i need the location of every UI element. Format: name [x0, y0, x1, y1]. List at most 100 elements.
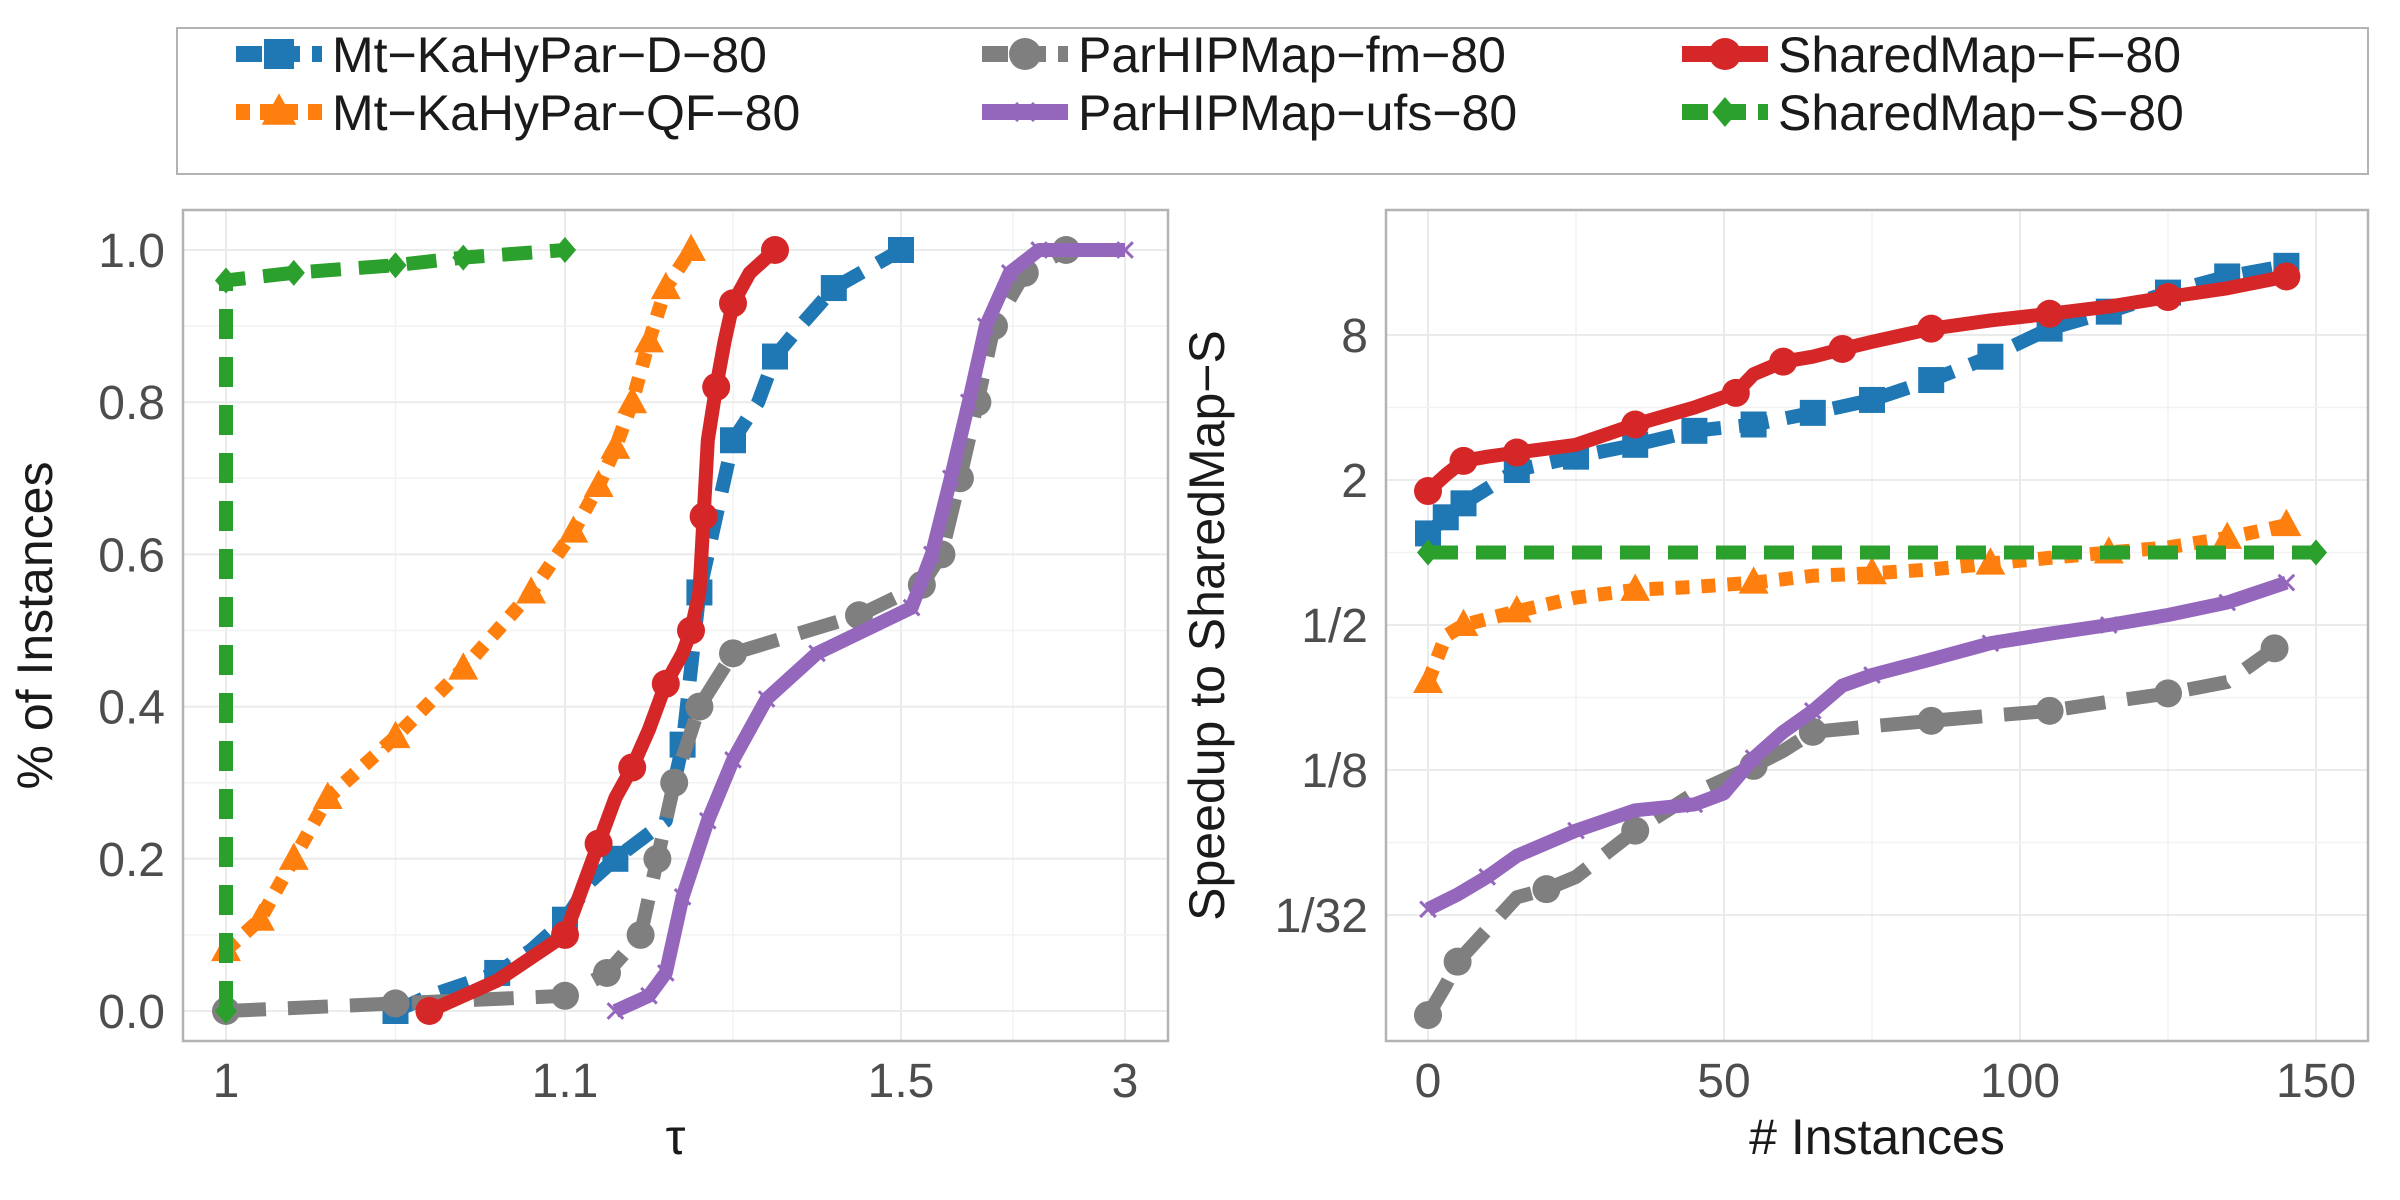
data-point [2154, 283, 2182, 312]
data-point [593, 958, 621, 987]
data-point [617, 385, 648, 414]
series-line [612, 243, 1125, 1018]
data-point [1567, 821, 1585, 840]
data-point [2260, 634, 2289, 663]
data-point [583, 469, 614, 497]
data-point [959, 393, 978, 412]
data-point [312, 781, 343, 809]
legend-label: Mt−KaHyPar−QF−80 [332, 85, 801, 141]
legend-marker-triangle [261, 93, 297, 125]
data-point [1803, 702, 1822, 720]
data-point [1738, 566, 1769, 594]
data-point [1449, 446, 1478, 475]
data-point [380, 720, 411, 749]
data-point [278, 842, 309, 870]
series-line [1424, 575, 2289, 916]
legend: Mt−KaHyPar−D−80 Mt−KaHyPar−QF−80 ParHIPMap… [176, 27, 2369, 175]
legend-label: ParHIPMap−ufs−80 [1078, 85, 1518, 141]
series-group [211, 233, 1134, 1025]
data-point [1532, 875, 1561, 904]
data-point [762, 343, 788, 370]
data-point [558, 515, 589, 543]
chart-panel-2: 0 50 100 150 1/32 1/8 1/2 2 8 # Instances Speedup … [1179, 208, 2370, 1165]
data-point [685, 692, 714, 721]
plot-border [1384, 208, 2370, 1043]
data-point [452, 244, 475, 271]
data-point [677, 616, 705, 645]
data-point [1828, 334, 1857, 363]
plot-border [181, 208, 1170, 1043]
data-point [551, 981, 579, 1010]
series-group [1413, 252, 2328, 1030]
data-point [720, 427, 746, 454]
data-point [673, 887, 692, 906]
y-tick-label: 1/32 [1275, 890, 1368, 943]
data-point [1416, 539, 1440, 566]
data-point [1116, 241, 1134, 259]
legend-marker-circle [1009, 38, 1041, 70]
legend-marker-circle [1709, 38, 1741, 70]
data-point [719, 639, 747, 668]
data-point [1414, 477, 1442, 506]
data-point [1857, 557, 1887, 585]
x-tick-label: 100 [1980, 1055, 2060, 1108]
data-point [702, 372, 731, 401]
data-point [618, 753, 647, 782]
data-point [698, 811, 717, 830]
data-point [553, 237, 577, 263]
data-point [1798, 717, 1827, 746]
data-point [1977, 343, 2004, 370]
data-point [214, 267, 238, 294]
x-tick-label: 3 [1112, 1055, 1139, 1108]
data-point [1721, 378, 1750, 407]
data-point [1448, 608, 1479, 637]
data-point [2212, 521, 2243, 549]
x-axis-title: τ [666, 1109, 686, 1165]
data-point [643, 844, 672, 873]
data-point [1799, 399, 1826, 426]
data-point [820, 275, 847, 302]
gridlines [1386, 210, 2368, 1041]
data-point [606, 1002, 625, 1020]
data-point [384, 252, 407, 279]
data-point [761, 236, 789, 264]
data-point [888, 237, 914, 263]
data-point [719, 289, 747, 318]
data-point [689, 502, 718, 531]
data-point [381, 989, 410, 1018]
series-line [1421, 642, 2279, 1019]
data-point [2035, 696, 2064, 725]
data-point [626, 920, 655, 949]
y-tick-label: 0.8 [98, 377, 165, 430]
data-point [640, 986, 658, 1005]
data-point [448, 652, 479, 680]
data-point [282, 259, 305, 286]
legend-label: ParHIPMap−fm−80 [1078, 27, 1506, 83]
data-point [2304, 539, 2328, 566]
y-tick-label: 0.0 [98, 986, 165, 1039]
legend-label: SharedMap−F−80 [1778, 27, 2182, 83]
data-point [214, 998, 238, 1024]
data-point [2154, 679, 2182, 708]
data-point [2099, 616, 2118, 634]
legend-swatch [236, 93, 322, 125]
data-point [651, 669, 680, 698]
data-point [551, 920, 579, 949]
data-point [1478, 867, 1497, 886]
legend-swatch [982, 38, 1068, 70]
data-point [244, 903, 275, 931]
data-point [1502, 438, 1531, 467]
data-point [2218, 593, 2237, 612]
x-axis-title: # Instances [1749, 1109, 2005, 1165]
data-point [1981, 634, 2000, 653]
data-point [1975, 547, 2006, 575]
data-point [676, 233, 706, 262]
data-point [1863, 666, 1881, 684]
x-tick-label: 1.5 [868, 1055, 935, 1108]
data-point [976, 317, 995, 335]
data-point [2035, 299, 2064, 328]
series-line [426, 244, 780, 1018]
y-tick-label: 0.6 [98, 529, 165, 582]
data-point [1917, 314, 1946, 343]
